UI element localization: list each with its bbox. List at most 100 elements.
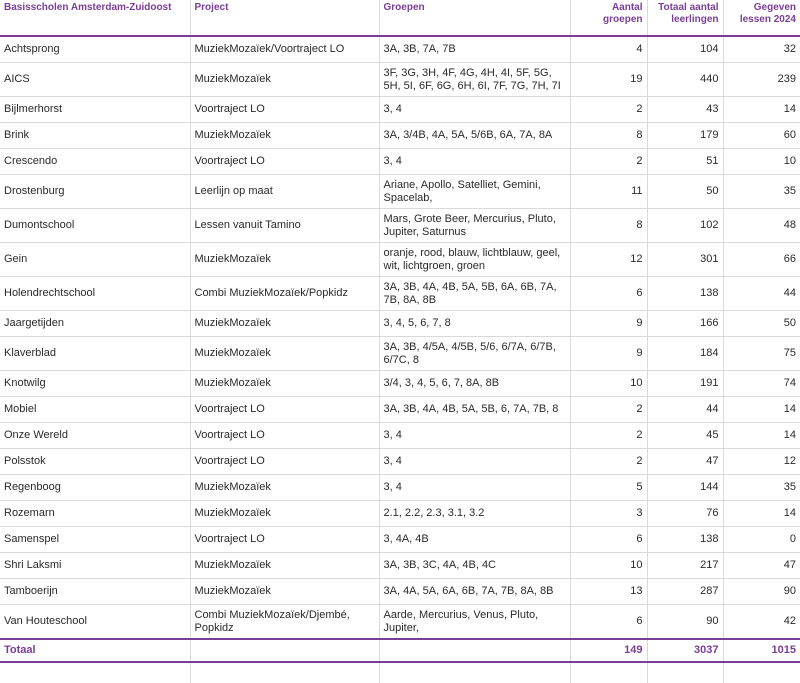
cell-project: Voortraject LO [189,526,379,553]
cell-groepen: 3A, 3B, 4A, 4B, 5A, 5B, 6, 7A, 7B, 8 [378,396,570,423]
cell-totaal-leerlingen: 45 [646,422,723,449]
total-empty-cell [378,639,570,662]
cell-project: Leerlijn op maat [189,174,379,209]
cell-totaal-leerlingen: 90 [646,604,723,640]
table-row: Drostenburg Leerlijn op maat Ariane, Apoll… [0,174,800,209]
filler-cell [0,662,190,683]
cell-school: Shri Laksmi [0,552,190,579]
cell-gegeven-lessen: 14 [722,422,800,449]
cell-groepen: 3, 4 [378,422,570,449]
cell-school: Bijlmerhorst [0,96,190,123]
cell-aantal-groepen: 6 [569,526,647,553]
cell-aantal-groepen: 10 [569,370,647,397]
filler-cell [378,662,570,683]
cell-aantal-groepen: 13 [569,578,647,605]
cell-aantal-groepen: 2 [569,448,647,475]
cell-aantal-groepen: 11 [569,174,647,209]
cell-project: MuziekMozaïek [189,500,379,527]
cell-gegeven-lessen: 35 [722,174,800,209]
cell-school: Onze Wereld [0,422,190,449]
table-row: Jaargetijden MuziekMozaïek 3, 4, 5, 6, 7, … [0,310,800,337]
cell-gegeven-lessen: 14 [722,500,800,527]
cell-gegeven-lessen: 47 [722,552,800,579]
cell-aantal-groepen: 9 [569,336,647,371]
cell-project: Voortraject LO [189,448,379,475]
cell-groepen: Ariane, Apollo, Satelliet, Gemini, Space… [378,174,570,209]
cell-groepen: 3/4, 3, 4, 5, 6, 7, 8A, 8B [378,370,570,397]
header-aantal-groepen: Aantal groepen [569,0,647,36]
cell-aantal-groepen: 6 [569,604,647,640]
cell-gegeven-lessen: 14 [722,396,800,423]
cell-groepen: 3, 4 [378,96,570,123]
cell-gegeven-lessen: 60 [722,122,800,149]
cell-school: Achtsprong [0,36,190,63]
cell-aantal-groepen: 12 [569,242,647,277]
header-project: Project [189,0,379,36]
table-row: Achtsprong MuziekMozaïek/Voortraject LO 3A… [0,36,800,63]
cell-groepen: 3A, 3/4B, 4A, 5A, 5/6B, 6A, 7A, 8A [378,122,570,149]
cell-school: Gein [0,242,190,277]
filler-cell [646,662,723,683]
cell-totaal-leerlingen: 166 [646,310,723,337]
cell-aantal-groepen: 2 [569,96,647,123]
cell-aantal-groepen: 5 [569,474,647,501]
cell-project: Lessen vanuit Tamino [189,208,379,243]
cell-aantal-groepen: 6 [569,276,647,311]
cell-totaal-leerlingen: 43 [646,96,723,123]
cell-school: Dumontschool [0,208,190,243]
cell-gegeven-lessen: 48 [722,208,800,243]
cell-gegeven-lessen: 35 [722,474,800,501]
cell-groepen: 3A, 3B, 4/5A, 4/5B, 5/6, 6/7A, 6/7B, 6/7… [378,336,570,371]
cell-groepen: Aarde, Mercurius, Venus, Pluto, Jupiter, [378,604,570,640]
cell-project: MuziekMozaïek [189,122,379,149]
cell-school: Jaargetijden [0,310,190,337]
cell-project: Voortraject LO [189,422,379,449]
cell-aantal-groepen: 10 [569,552,647,579]
cell-totaal-leerlingen: 301 [646,242,723,277]
cell-groepen: 3, 4A, 4B [378,526,570,553]
cell-project: MuziekMozaïek/Voortraject LO [189,36,379,63]
table-row: Tamboerijn MuziekMozaïek 3A, 4A, 5A, 6A, 6… [0,578,800,605]
cell-project: Combi MuziekMozaïek/Djembé, Popkidz [189,604,379,640]
cell-aantal-groepen: 19 [569,62,647,97]
cell-aantal-groepen: 2 [569,148,647,175]
cell-aantal-groepen: 8 [569,122,647,149]
header-groepen: Groepen [378,0,570,36]
cell-gegeven-lessen: 12 [722,448,800,475]
cell-aantal-groepen: 2 [569,422,647,449]
filler-cell [722,662,800,683]
cell-gegeven-lessen: 90 [722,578,800,605]
cell-project: MuziekMozaïek [189,310,379,337]
cell-project: Voortraject LO [189,148,379,175]
cell-school: Polsstok [0,448,190,475]
cell-gegeven-lessen: 14 [722,96,800,123]
cell-groepen: 3, 4, 5, 6, 7, 8 [378,310,570,337]
cell-groepen: 3A, 4A, 5A, 6A, 6B, 7A, 7B, 8A, 8B [378,578,570,605]
table-row: Dumontschool Lessen vanuit Tamino Mars, Gr… [0,208,800,243]
table-row: AICS MuziekMozaïek 3F, 3G, 3H, 4F, 4G, 4H,… [0,62,800,97]
cell-gegeven-lessen: 32 [722,36,800,63]
cell-school: Tamboerijn [0,578,190,605]
cell-project: MuziekMozaïek [189,370,379,397]
cell-project: MuziekMozaïek [189,474,379,501]
cell-groepen: 3, 4 [378,148,570,175]
cell-aantal-groepen: 2 [569,396,647,423]
cell-gegeven-lessen: 75 [722,336,800,371]
table-row: Samenspel Voortraject LO 3, 4A, 4B 6 138 0 [0,526,800,553]
cell-groepen: 3A, 3B, 7A, 7B [378,36,570,63]
total-row: Totaal 149 3037 1015 [0,639,800,662]
cell-school: Van Houteschool [0,604,190,640]
header-gegeven-lessen: Gegeven lessen 2024 [722,0,800,36]
cell-gegeven-lessen: 74 [722,370,800,397]
header-totaal-leerlingen: Totaal aantal leerlingen [646,0,723,36]
cell-groepen: 2.1, 2.2, 2.3, 3.1, 3.2 [378,500,570,527]
cell-school: Knotwilg [0,370,190,397]
cell-totaal-leerlingen: 287 [646,578,723,605]
cell-totaal-leerlingen: 47 [646,448,723,475]
table-row: Bijlmerhorst Voortraject LO 3, 4 2 43 14 [0,96,800,123]
cell-gegeven-lessen: 0 [722,526,800,553]
table-row: Onze Wereld Voortraject LO 3, 4 2 45 14 [0,422,800,449]
total-label: Totaal [4,644,36,656]
cell-gegeven-lessen: 44 [722,276,800,311]
